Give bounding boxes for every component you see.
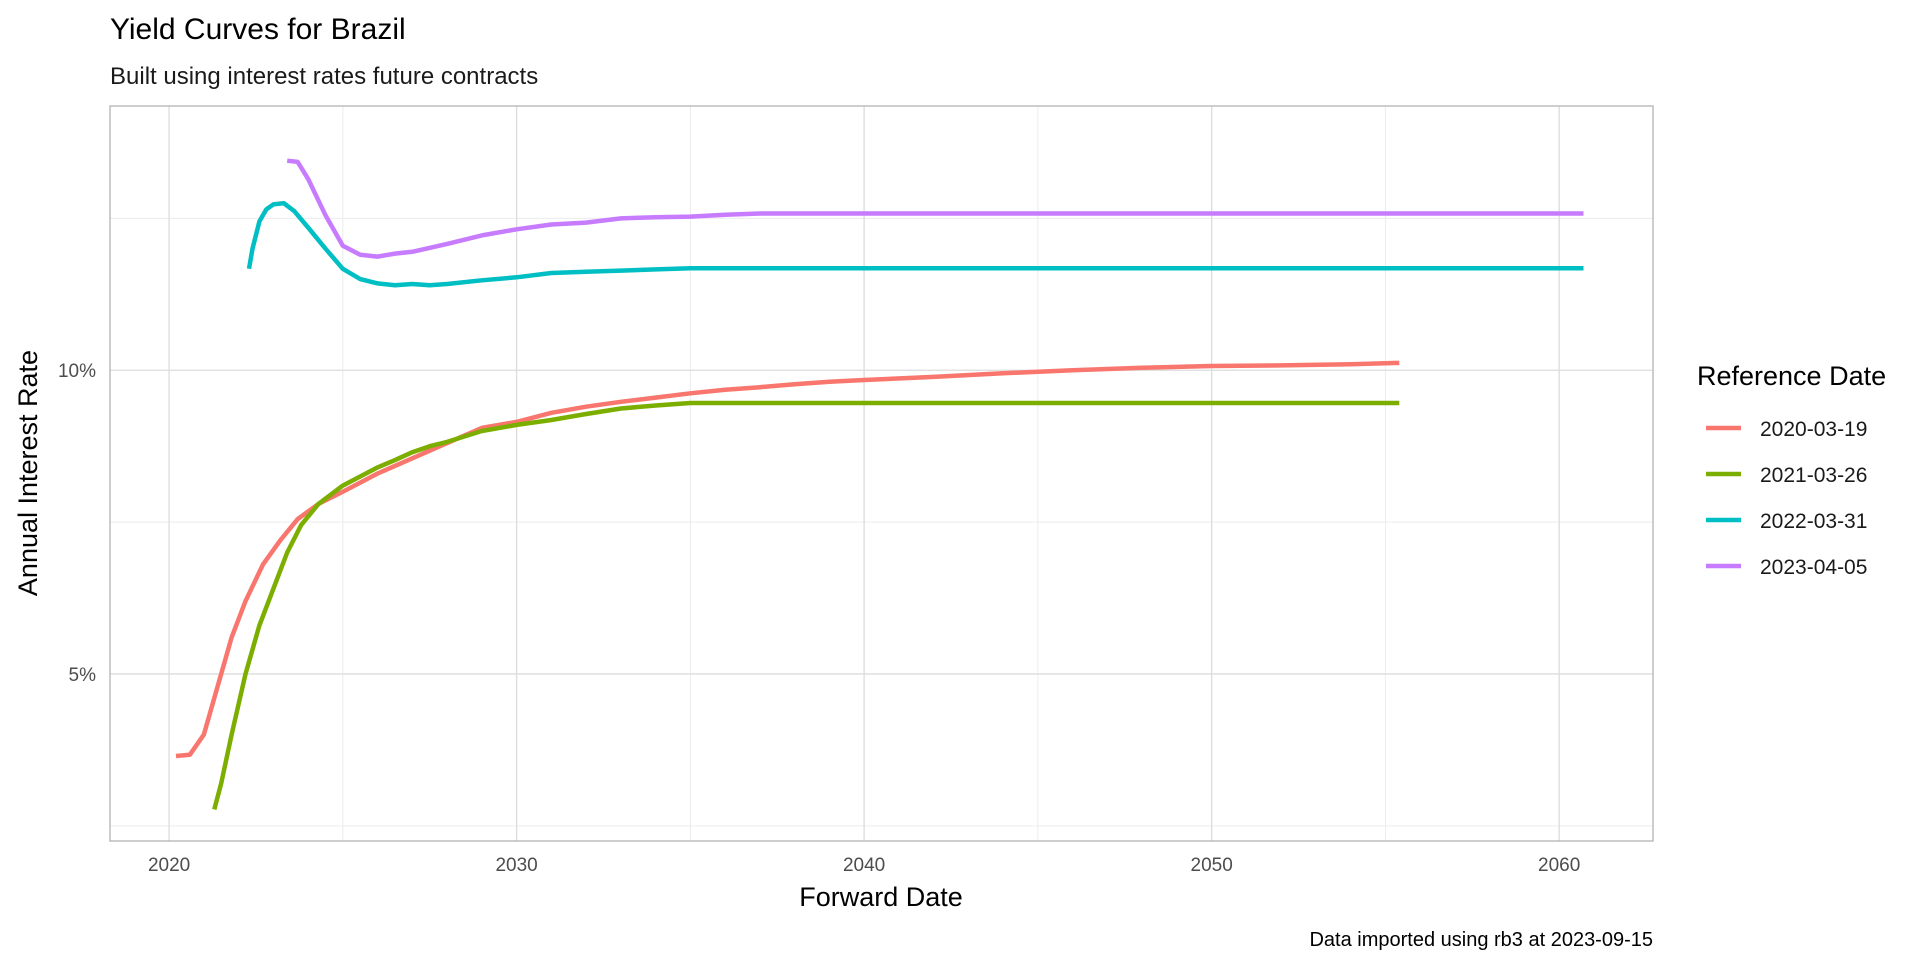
x-tick-label: 2060	[1538, 855, 1580, 876]
y-tick-label: 10%	[58, 361, 96, 382]
legend-title: Reference Date	[1697, 361, 1886, 391]
x-tick-label: 2050	[1191, 855, 1233, 876]
series-line-2021-03-26	[212, 400, 1400, 810]
x-tick-label: 2040	[843, 855, 885, 876]
chart-subtitle: Built using interest rates future contra…	[110, 63, 538, 90]
axis-ticks: 2020 2030 2040 2050 2060 5% 10%	[58, 361, 1580, 876]
chart-title: Yield Curves for Brazil	[110, 13, 406, 46]
x-tick-label: 2020	[148, 855, 190, 876]
legend-label: 2022-03-31	[1760, 510, 1867, 533]
y-axis-title: Annual Interest Rate	[13, 350, 43, 596]
legend: Reference Date 2020-03-19 2021-03-26 2022-…	[1697, 361, 1886, 579]
y-tick-label: 5%	[69, 665, 97, 686]
x-axis-title: Forward Date	[799, 882, 963, 912]
x-tick-label: 2030	[495, 855, 537, 876]
grid	[110, 106, 1653, 841]
series-line-2020-03-19	[175, 360, 1400, 759]
plot-panel	[109, 105, 1654, 842]
legend-label: 2020-03-19	[1760, 418, 1867, 441]
series-lines	[175, 158, 1584, 810]
legend-label: 2021-03-26	[1760, 464, 1867, 487]
caption: Data imported using rb3 at 2023-09-15	[1309, 929, 1653, 951]
series-line-2022-03-31	[246, 200, 1584, 288]
legend-label: 2023-04-05	[1760, 556, 1867, 579]
series-line-2023-04-05	[286, 158, 1584, 259]
